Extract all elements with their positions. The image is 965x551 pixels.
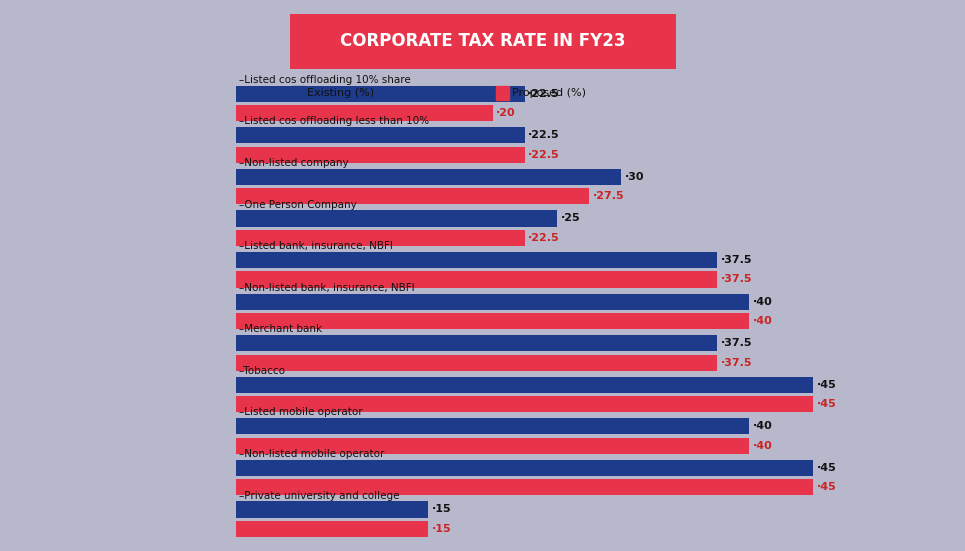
Bar xyxy=(236,354,717,371)
Text: ·25: ·25 xyxy=(561,213,580,224)
Text: ·15: ·15 xyxy=(432,524,452,534)
Bar xyxy=(236,521,428,537)
Text: –Tobacco: –Tobacco xyxy=(239,366,286,376)
Bar xyxy=(236,418,749,434)
Bar xyxy=(236,85,525,102)
Text: –Merchant bank: –Merchant bank xyxy=(239,325,322,334)
Text: ·40: ·40 xyxy=(753,441,772,451)
Text: Proposed (%): Proposed (%) xyxy=(511,88,586,98)
Text: –Listed cos offloading 10% share: –Listed cos offloading 10% share xyxy=(239,75,411,85)
Text: Existing (%): Existing (%) xyxy=(307,88,374,98)
Bar xyxy=(236,377,813,393)
Text: –One Person Company: –One Person Company xyxy=(239,199,357,209)
Bar xyxy=(496,86,510,100)
Text: –Non-listed mobile operator: –Non-listed mobile operator xyxy=(239,449,384,459)
Bar xyxy=(236,147,525,163)
Text: –Listed cos offloading less than 10%: –Listed cos offloading less than 10% xyxy=(239,116,429,126)
Bar xyxy=(236,252,717,268)
Bar xyxy=(236,479,813,495)
Bar xyxy=(291,86,304,100)
Bar xyxy=(236,105,492,121)
Text: ·22.5: ·22.5 xyxy=(529,150,560,160)
Text: ·27.5: ·27.5 xyxy=(593,191,624,201)
Text: ·37.5: ·37.5 xyxy=(721,358,752,368)
Bar xyxy=(236,210,557,226)
Bar xyxy=(236,335,717,352)
Text: ·45: ·45 xyxy=(816,463,837,473)
Text: ·45: ·45 xyxy=(816,482,837,492)
Text: ·20: ·20 xyxy=(496,108,516,118)
Bar xyxy=(236,188,589,204)
Bar xyxy=(236,396,813,412)
Bar xyxy=(236,294,749,310)
Text: ·40: ·40 xyxy=(753,422,772,431)
Text: –Listed mobile operator: –Listed mobile operator xyxy=(239,407,363,418)
Bar xyxy=(236,127,525,143)
Bar xyxy=(236,313,749,329)
Text: ·40: ·40 xyxy=(753,316,772,326)
Bar xyxy=(236,501,428,517)
Text: ·37.5: ·37.5 xyxy=(721,274,752,284)
Text: ·45: ·45 xyxy=(816,380,837,390)
Text: –Listed bank, insurance, NBFI: –Listed bank, insurance, NBFI xyxy=(239,241,393,251)
Text: –Non-listed bank, insurance, NBFI: –Non-listed bank, insurance, NBFI xyxy=(239,283,415,293)
Text: ·40: ·40 xyxy=(753,296,772,306)
Text: ·45: ·45 xyxy=(816,399,837,409)
Text: ·22.5: ·22.5 xyxy=(529,233,560,243)
Bar xyxy=(236,271,717,288)
Bar xyxy=(236,460,813,476)
Text: –Private university and college: –Private university and college xyxy=(239,490,400,501)
Bar xyxy=(236,437,749,454)
Text: ·22.5: ·22.5 xyxy=(529,89,560,99)
Text: ·22.5: ·22.5 xyxy=(529,131,560,141)
Bar xyxy=(236,230,525,246)
Text: ·37.5: ·37.5 xyxy=(721,255,752,265)
Text: CORPORATE TAX RATE IN FY23: CORPORATE TAX RATE IN FY23 xyxy=(340,33,625,50)
Text: ·15: ·15 xyxy=(432,505,452,515)
Text: –Non-listed company: –Non-listed company xyxy=(239,158,348,168)
Text: ·37.5: ·37.5 xyxy=(721,338,752,348)
Text: ·30: ·30 xyxy=(624,172,644,182)
Bar xyxy=(236,169,620,185)
